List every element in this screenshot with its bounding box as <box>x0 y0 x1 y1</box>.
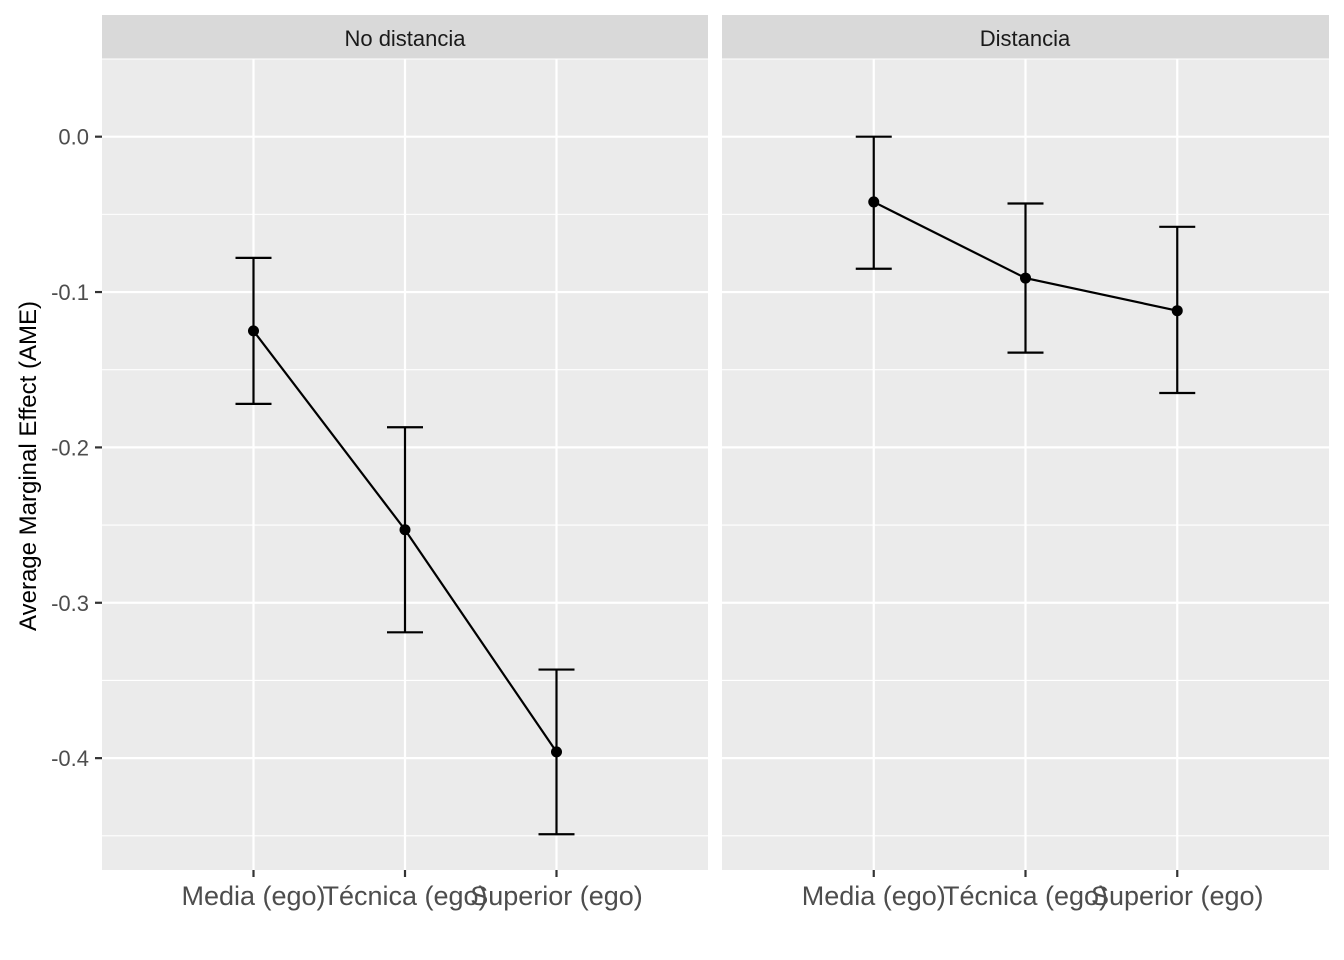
y-tick-label: -0.3 <box>51 591 89 616</box>
data-point <box>399 524 411 536</box>
strip-background <box>102 15 708 59</box>
x-tick-label: Técnica (ego) <box>322 881 487 911</box>
data-point <box>1020 272 1031 284</box>
data-point <box>1171 305 1183 317</box>
y-tick-label: 0.0 <box>58 125 89 150</box>
panel-no-distancia: No distancia <box>102 15 708 870</box>
y-tick-label: -0.4 <box>51 746 89 771</box>
panel-distancia: Distancia <box>722 15 1329 870</box>
x-tick-label: Técnica (ego) <box>943 881 1108 911</box>
data-point <box>551 746 562 758</box>
strip-label: No distancia <box>344 26 466 51</box>
x-tick-label: Media (ego) <box>802 881 946 911</box>
y-tick-label: -0.1 <box>51 280 89 305</box>
x-tick-label: Superior (ego) <box>1091 881 1264 911</box>
y-tick-label: -0.2 <box>51 435 89 460</box>
x-tick-label: Superior (ego) <box>470 881 643 911</box>
strip-label: Distancia <box>980 26 1071 51</box>
strip-background <box>722 15 1329 59</box>
y-axis: 0.0 -0.1 -0.2 -0.3 -0.4 <box>51 125 102 771</box>
x-axis-no-distancia: Media (ego)Técnica (ego)Superior (ego) <box>181 870 643 911</box>
y-axis-title: Average Marginal Effect (AME) <box>15 301 42 631</box>
data-point <box>248 325 259 337</box>
x-axis-distancia: Media (ego)Técnica (ego)Superior (ego) <box>802 870 1264 911</box>
data-point <box>868 196 880 208</box>
x-tick-label: Media (ego) <box>181 881 325 911</box>
